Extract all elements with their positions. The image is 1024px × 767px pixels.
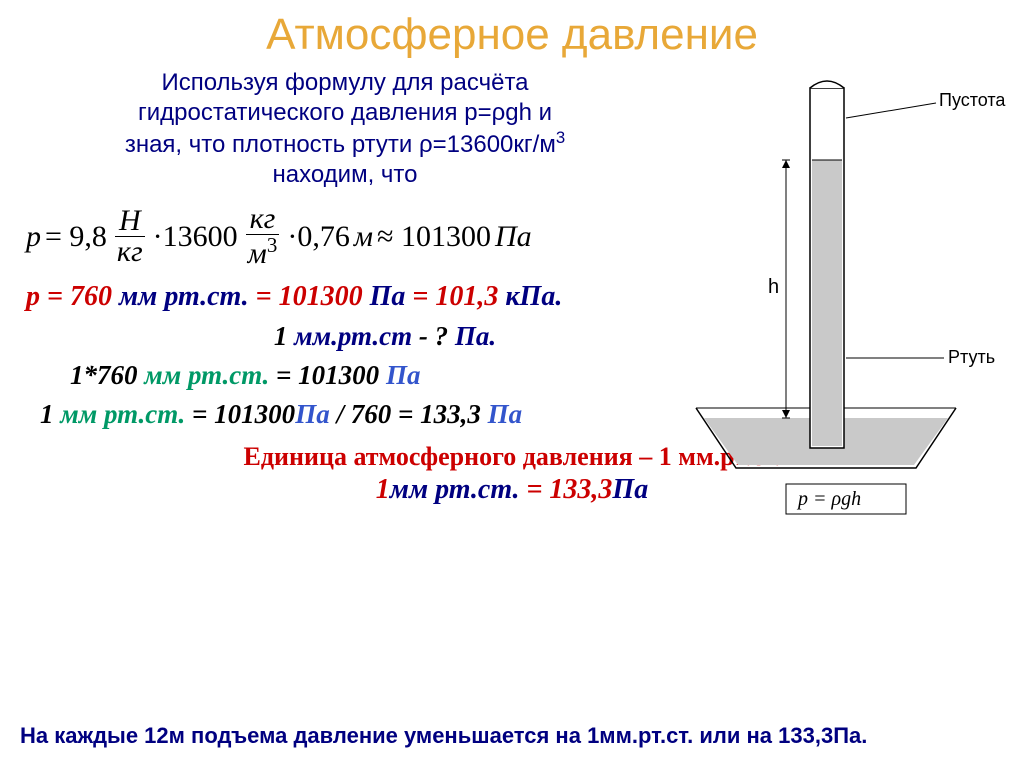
f-pa: Па (495, 220, 532, 254)
intro-l2: гидростатического давления р=ρgh и (138, 99, 552, 126)
ue-b: мм рт.ст. (390, 474, 527, 505)
ue-c: = 133,3 (526, 474, 612, 505)
intro-l1: Используя формулу для расчёта (161, 69, 528, 96)
frac1-num: Н (115, 206, 145, 237)
l3a: 1 (274, 321, 294, 351)
l4b: мм рт.ст. (144, 360, 276, 390)
h-label: h (768, 276, 779, 298)
slide-title: Атмосферное давление (20, 10, 1004, 60)
f-unit-m: м (354, 220, 373, 254)
l4a: 1*760 (70, 360, 144, 390)
frac2-den: м3 (244, 235, 282, 269)
l2c: = 101300 (256, 281, 370, 312)
frac2-den-base: м (248, 237, 267, 270)
intro-l3-sup: 3 (556, 128, 565, 147)
calc-step1: 1*760 мм рт.ст. = 101300 Па (70, 360, 670, 391)
l5c: = 101300 (192, 399, 295, 429)
f-p: p (26, 220, 41, 254)
frac-kg-m3: кг м3 (244, 204, 282, 269)
question-1mm: 1 мм.рт.ст - ? Па. (100, 321, 670, 352)
l5a: 1 (40, 399, 60, 429)
intro-l3: зная, что плотность ртути ρ=13600кг/м (125, 131, 556, 158)
l4d: Па (386, 360, 421, 390)
intro-text: Используя формулу для расчёта гидростати… (20, 68, 670, 190)
l2b: мм рт.ст. (119, 281, 256, 312)
frac1-den: кг (113, 237, 147, 267)
l3c: - ? (419, 321, 455, 351)
l4c: = 101300 (276, 360, 386, 390)
f-eq1: = 9,8 (45, 220, 107, 254)
ue-d: Па (612, 474, 648, 505)
l3b: мм.рт.ст (294, 321, 419, 351)
mercury-label: Ртуть (948, 347, 995, 367)
f-mid2: ·0,76 (287, 220, 350, 254)
bottom-note: На каждые 12м подъема давление уменьшает… (20, 722, 1000, 750)
vacuum-label: Пустота (939, 90, 1006, 110)
intro-l4: находим, что (273, 161, 418, 188)
diagram-formula: p = ρgh (796, 488, 861, 510)
frac2-num: кг (246, 204, 280, 235)
frac-n-kg: Н кг (113, 206, 147, 267)
l2e: = 101,3 (412, 281, 505, 312)
f-mid1: ·13600 (153, 220, 238, 254)
ue-a: 1 (376, 474, 390, 505)
f-approx: ≈ 101300 (377, 220, 491, 254)
l2f: кПа. (505, 281, 562, 312)
l2d: Па (370, 281, 413, 312)
l2a: р = 760 (26, 281, 119, 312)
barometer-diagram: h Пустота Ртуть p = ρgh (686, 68, 1006, 518)
l5b: мм рт.ст. (60, 399, 192, 429)
l5f: Па (488, 399, 523, 429)
l5e: / 760 = 133,3 (336, 399, 487, 429)
l3d: Па. (455, 321, 496, 351)
frac2-den-sup: 3 (267, 233, 278, 257)
calc-step2: 1 мм рт.ст. = 101300Па / 760 = 133,3 Па (40, 399, 670, 430)
main-formula: p = 9,8 Н кг ·13600 кг м3 ·0,76 м ≈ 1013… (26, 204, 670, 269)
equiv-760: р = 760 мм рт.ст. = 101300 Па = 101,3 кП… (26, 281, 670, 313)
l5d: Па (295, 399, 336, 429)
